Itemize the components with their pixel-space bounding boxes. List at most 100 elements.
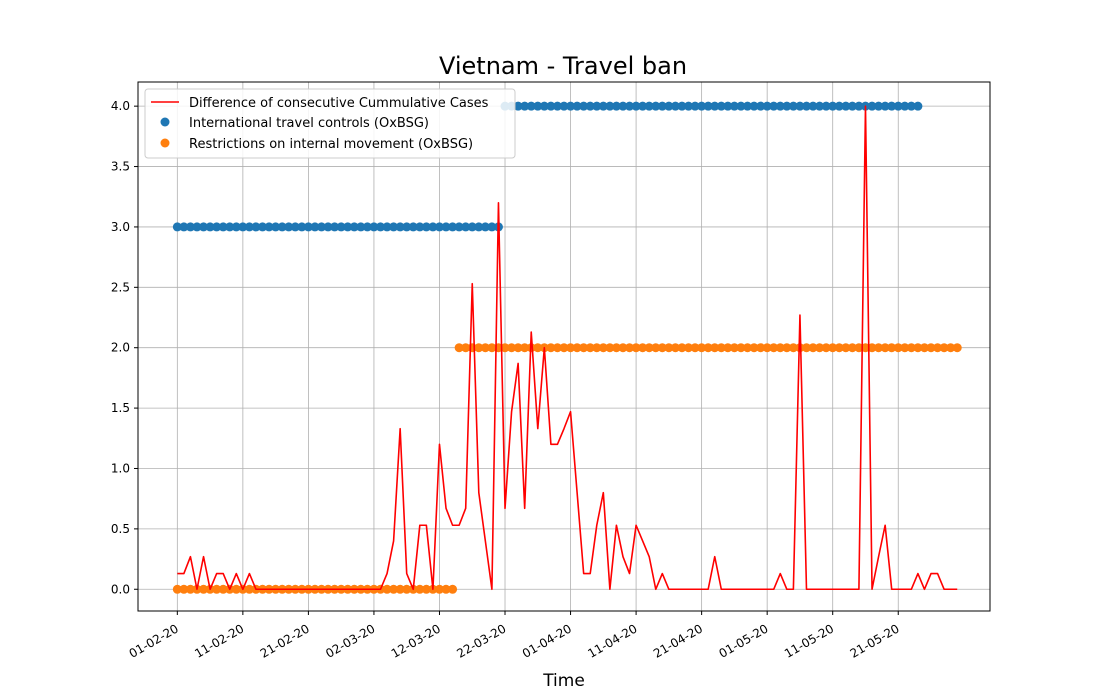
data-point — [448, 222, 458, 232]
data-point — [723, 343, 733, 353]
data-point — [697, 343, 707, 353]
data-point — [847, 343, 857, 353]
data-point — [552, 101, 562, 111]
data-point — [854, 101, 864, 111]
data-point — [513, 343, 523, 353]
data-point — [860, 343, 870, 353]
data-point — [919, 343, 929, 353]
data-point — [716, 101, 726, 111]
data-point — [618, 101, 628, 111]
chart-title: Vietnam - Travel ban — [439, 52, 687, 80]
data-point — [585, 101, 595, 111]
y-tick-label: 3.0 — [111, 220, 130, 234]
data-point — [815, 101, 825, 111]
x-tick-label: 22-03-20 — [454, 621, 508, 660]
data-point — [841, 343, 851, 353]
data-point — [874, 343, 884, 353]
data-point — [461, 222, 471, 232]
y-tick-label: 1.5 — [111, 401, 130, 415]
data-point — [756, 343, 766, 353]
data-point — [421, 584, 431, 594]
data-point — [723, 101, 733, 111]
x-tick-label: 01-02-20 — [127, 621, 181, 660]
data-point — [559, 343, 569, 353]
data-point — [598, 343, 608, 353]
data-point — [434, 584, 444, 594]
data-point — [631, 101, 641, 111]
data-point — [290, 222, 300, 232]
data-point — [389, 584, 399, 594]
data-point — [749, 343, 759, 353]
data-point — [461, 343, 471, 353]
data-point — [487, 222, 497, 232]
data-point — [795, 101, 805, 111]
data-point — [467, 222, 477, 232]
data-point — [585, 343, 595, 353]
data-point — [592, 101, 602, 111]
data-point — [828, 101, 838, 111]
data-point — [330, 222, 340, 232]
data-point — [415, 584, 425, 594]
x-tick-label: 11-02-20 — [192, 621, 246, 660]
data-point — [788, 343, 798, 353]
data-point — [349, 222, 359, 232]
y-tick-label: 0.0 — [111, 582, 130, 596]
x-tick-label: 12-03-20 — [389, 621, 443, 660]
data-point — [546, 101, 556, 111]
data-point — [736, 343, 746, 353]
data-point — [625, 101, 635, 111]
data-point — [913, 343, 923, 353]
x-tick-label: 21-04-20 — [651, 621, 705, 660]
data-point — [487, 343, 497, 353]
data-point — [769, 343, 779, 353]
data-point — [172, 584, 182, 594]
data-point — [336, 222, 346, 232]
data-point — [893, 343, 903, 353]
data-point — [808, 343, 818, 353]
data-point — [933, 343, 943, 353]
data-point — [651, 343, 661, 353]
data-point — [362, 222, 372, 232]
y-tick-label: 3.5 — [111, 160, 130, 174]
data-point — [369, 222, 379, 232]
data-point — [657, 101, 667, 111]
data-point — [900, 343, 910, 353]
data-point — [317, 222, 327, 232]
data-point — [664, 343, 674, 353]
data-point — [434, 222, 444, 232]
data-point — [782, 101, 792, 111]
legend-entry-cases: Difference of consecutive Cummulative Ca… — [189, 96, 489, 111]
data-point — [218, 584, 228, 594]
data-point — [402, 584, 412, 594]
data-point — [212, 584, 222, 594]
data-point — [231, 584, 241, 594]
data-point — [625, 343, 635, 353]
data-point — [769, 101, 779, 111]
data-point — [572, 101, 582, 111]
data-point — [690, 101, 700, 111]
data-point — [395, 584, 405, 594]
data-point — [277, 222, 287, 232]
data-point — [454, 343, 464, 353]
data-point — [670, 343, 680, 353]
data-point — [520, 101, 530, 111]
data-point — [441, 584, 451, 594]
data-point — [185, 584, 195, 594]
data-point — [815, 343, 825, 353]
x-tick-label: 21-02-20 — [258, 621, 312, 660]
y-tick-label: 2.0 — [111, 341, 130, 355]
data-point — [801, 101, 811, 111]
data-point — [303, 222, 313, 232]
data-point — [664, 101, 674, 111]
data-point — [821, 101, 831, 111]
data-point — [448, 584, 458, 594]
data-point — [788, 101, 798, 111]
data-point — [218, 222, 228, 232]
data-point — [382, 222, 392, 232]
data-point — [382, 584, 392, 594]
data-point — [801, 343, 811, 353]
y-axis: 0.0 0.5 1.0 1.5 2.0 2.5 3.0 3.5 4.0 — [111, 99, 138, 596]
data-point — [906, 101, 916, 111]
data-point — [415, 222, 425, 232]
data-point — [729, 343, 739, 353]
